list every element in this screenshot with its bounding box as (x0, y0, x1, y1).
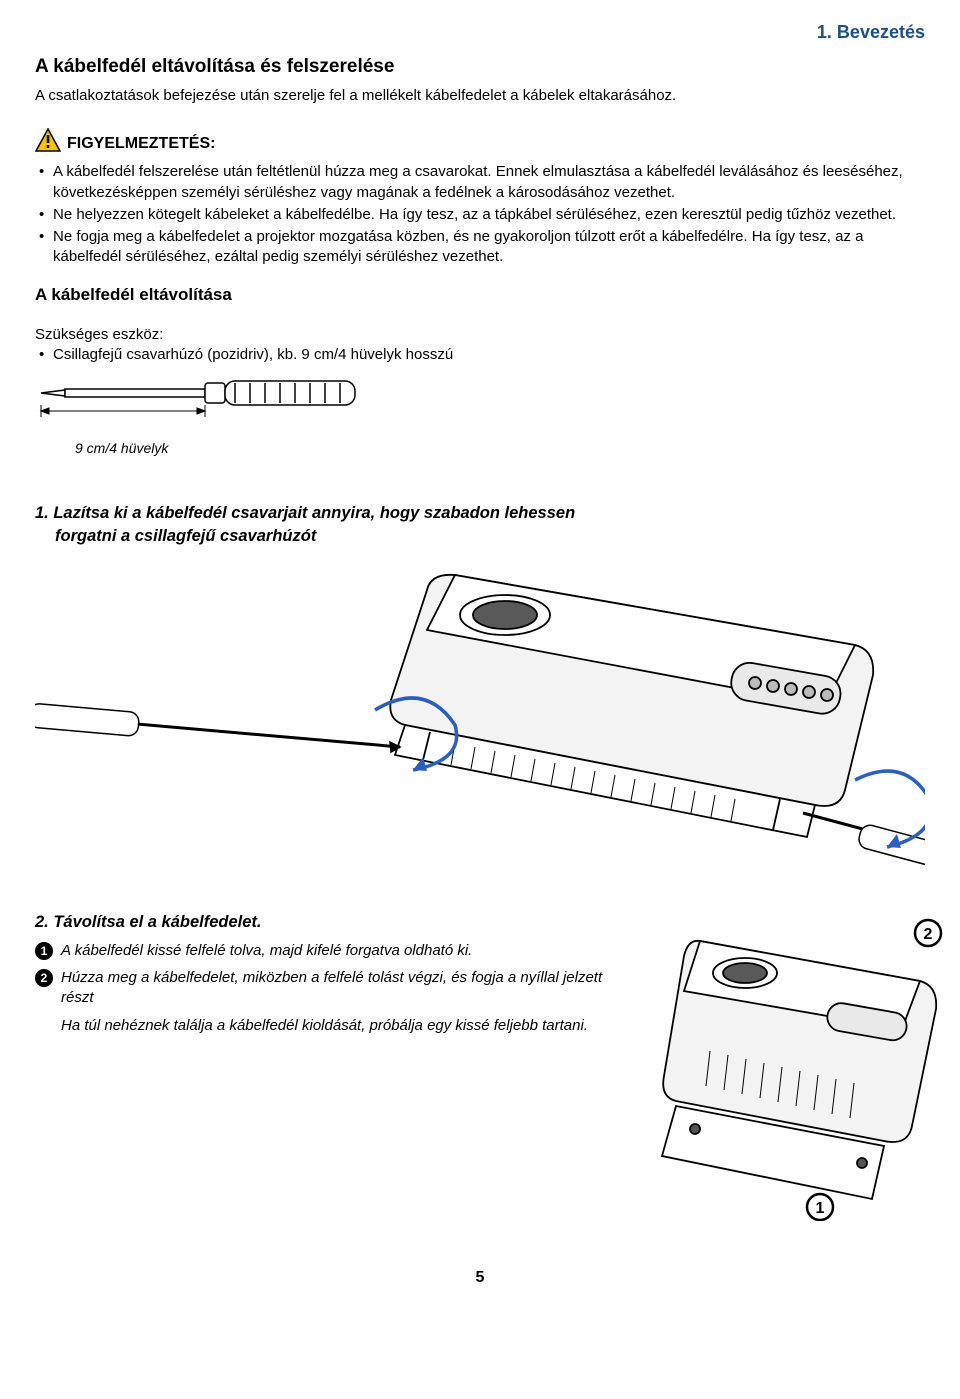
step2-heading: 2. Távolítsa el a kábelfedelet. (35, 911, 630, 933)
step1-illustration (35, 555, 925, 871)
warning-bullet: Ne helyezzen kötegelt kábeleket a kábelf… (35, 205, 925, 225)
screwdriver-caption: 9 cm/4 hüvelyk (75, 439, 925, 458)
step2-sub2-text: Húzza meg a kábelfedelet, miközben a fel… (61, 968, 630, 1009)
step2-sub1-text: A kábelfedél kissé felfelé tolva, majd k… (61, 941, 472, 961)
warning-bullets: A kábelfedél felszerelése után feltétlen… (35, 162, 925, 267)
svg-text:2: 2 (924, 926, 933, 943)
section-intro: A csatlakoztatások befejezése után szere… (35, 86, 925, 106)
step2-sub2: 2 Húzza meg a kábelfedelet, miközben a f… (35, 968, 630, 1009)
warning-bullet: A kábelfedél felszerelése után feltétlen… (35, 162, 925, 203)
warning-icon (35, 128, 61, 158)
step2-note: Ha túl nehéznek találja a kábelfedél kio… (61, 1016, 630, 1036)
step2-illustration: 2 1 (650, 911, 950, 1227)
screwdriver-figure (35, 371, 925, 427)
warning-label: FIGYELMEZTETÉS: (67, 133, 215, 155)
tools-item: Csillagfejű csavarhúzó (pozidriv), kb. 9… (35, 345, 925, 365)
svg-text:1: 1 (816, 1200, 825, 1217)
circle-num-2-icon: 2 (35, 969, 53, 987)
tools-label: Szükséges eszköz: (35, 325, 925, 345)
warning-bullet: Ne fogja meg a kábelfedelet a projektor … (35, 227, 925, 268)
step1-heading: 1. Lazítsa ki a kábelfedél csavarjait an… (35, 502, 635, 547)
removal-heading: A kábelfedél eltávolítása (35, 284, 925, 307)
step2-sub1: 1 A kábelfedél kissé felfelé tolva, majd… (35, 941, 630, 961)
warning-heading: FIGYELMEZTETÉS: (35, 128, 925, 158)
section-title: A kábelfedél eltávolítása és felszerelés… (35, 54, 925, 80)
circle-num-1-icon: 1 (35, 942, 53, 960)
chapter-header: 1. Bevezetés (35, 20, 925, 44)
page-number: 5 (35, 1267, 925, 1289)
